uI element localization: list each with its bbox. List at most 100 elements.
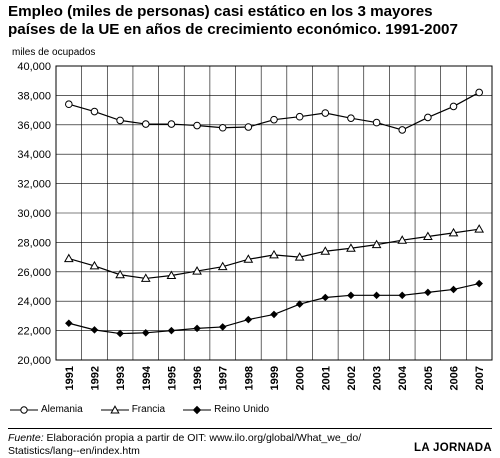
data-point-circle	[193, 121, 201, 130]
data-point-triangle	[192, 266, 202, 275]
data-point-circle	[449, 102, 458, 111]
data-point-circle	[244, 123, 253, 131]
data-point-triangle	[320, 246, 331, 255]
x-tick-label: 1995	[166, 366, 178, 390]
data-point-circle	[398, 126, 407, 134]
x-tick-label: 1997	[218, 366, 230, 390]
legend-item-reino-unido: Reino Unido	[183, 404, 269, 415]
data-point-triangle	[217, 261, 228, 271]
data-point-circle	[65, 100, 73, 109]
data-point-circle	[90, 107, 99, 116]
y-tick-label: 34,000	[17, 149, 51, 161]
chart-legend: Alemania Francia Reino Unido	[10, 404, 287, 415]
source-text: Elaboración propia a partir de OIT: www.…	[43, 432, 362, 444]
data-point-diamond	[167, 326, 176, 335]
data-point-circle	[475, 88, 483, 97]
data-point-diamond	[398, 291, 407, 300]
data-point-triangle	[397, 235, 408, 244]
y-tick-label: 36,000	[17, 120, 51, 132]
data-point-circle	[116, 116, 124, 125]
data-point-triangle	[89, 260, 100, 270]
x-tick-label: 2006	[449, 366, 461, 390]
data-point-triangle	[448, 227, 459, 237]
data-point-triangle	[371, 239, 382, 249]
data-point-diamond	[141, 329, 150, 337]
source-text-line-2: Statistics/lang--en/index.htm	[8, 445, 140, 457]
y-tick-label: 40,000	[17, 61, 51, 73]
legend-label-reino-unido: Reino Unido	[214, 404, 270, 415]
y-tick-label: 38,000	[17, 90, 51, 102]
legend-label-alemania: Alemania	[41, 404, 83, 415]
data-point-circle	[141, 120, 150, 128]
data-point-triangle	[474, 224, 485, 233]
footer-divider	[8, 428, 492, 429]
data-point-triangle	[269, 249, 279, 259]
y-tick-label: 28,000	[17, 237, 51, 249]
line-chart: miles de ocupados 20,000 22,000 24,000 26,00…	[12, 47, 493, 390]
chart-title-line-1: Empleo (miles de personas) casi estático…	[8, 3, 433, 20]
legend-label-francia: Francia	[131, 404, 166, 415]
x-tick-label: 1993	[115, 366, 127, 390]
data-point-diamond	[116, 329, 124, 338]
legend-item-francia: Francia	[100, 404, 166, 415]
legend-triangle-marker-icon	[100, 404, 129, 413]
x-tick-label: 1998	[243, 366, 255, 390]
series-line-alemania	[68, 91, 480, 131]
x-tick-label: 2003	[372, 366, 384, 390]
data-point-diamond	[449, 285, 458, 294]
x-tick-label: 2002	[346, 366, 358, 390]
data-point-circle	[321, 109, 330, 117]
legend-item-alemania: Alemania	[10, 404, 83, 415]
series-line-reino-unido	[68, 282, 480, 335]
data-point-diamond	[90, 326, 99, 334]
data-point-triangle	[140, 273, 151, 282]
data-point-circle	[347, 114, 355, 122]
data-point-circle	[218, 123, 227, 132]
x-tick-label: 1994	[141, 365, 153, 390]
legend-diamond-marker-icon	[183, 405, 212, 414]
x-tick-label: 2005	[423, 366, 435, 390]
brand-logo-text: LA JORNADA	[414, 442, 492, 454]
data-point-triangle	[63, 253, 74, 263]
y-tick-label: 20,000	[17, 355, 51, 367]
x-tick-label: 1996	[192, 366, 204, 390]
x-tick-label: 2001	[320, 366, 332, 390]
data-point-circle	[372, 118, 381, 127]
data-point-diamond	[193, 324, 201, 333]
data-point-triangle	[346, 243, 356, 252]
data-point-diamond	[218, 323, 227, 331]
data-point-triangle	[294, 252, 305, 261]
data-point-circle	[424, 113, 432, 122]
y-tick-label: 26,000	[17, 267, 51, 279]
legend-circle-marker-icon	[10, 405, 38, 414]
data-point-diamond	[347, 291, 355, 300]
y-axis-label: miles de ocupados	[12, 47, 95, 58]
x-tick-label: 2004	[397, 365, 409, 390]
data-point-diamond	[295, 300, 304, 308]
data-point-diamond	[321, 293, 330, 302]
data-point-diamond	[65, 319, 73, 328]
data-point-diamond	[424, 288, 432, 297]
data-point-triangle	[243, 254, 254, 263]
x-tick-label: 1991	[64, 366, 76, 390]
source-label: Fuente:	[8, 432, 44, 444]
data-point-circle	[295, 112, 304, 121]
y-tick-label: 30,000	[17, 208, 51, 220]
y-tick-label: 32,000	[17, 179, 51, 191]
data-point-diamond	[475, 279, 483, 288]
data-point-triangle	[423, 231, 433, 241]
y-tick-label: 22,000	[17, 326, 51, 338]
data-point-circle	[167, 120, 176, 128]
x-tick-label: 1999	[269, 366, 281, 390]
plot-frame	[55, 65, 493, 361]
chart-title-line-2: países de la UE en años de crecimiento e…	[8, 21, 458, 38]
x-tick-label: 2000	[295, 366, 307, 390]
data-point-triangle	[166, 270, 177, 279]
data-point-diamond	[244, 315, 253, 324]
data-point-triangle	[115, 269, 125, 279]
source-note: Fuente: Elaboración propia a partir de O…	[8, 432, 388, 458]
data-point-diamond	[372, 291, 381, 300]
chart-title: Empleo (miles de personas) casi estático…	[8, 3, 496, 39]
y-tick-label: 24,000	[17, 296, 51, 308]
x-tick-label: 2007	[474, 366, 486, 390]
